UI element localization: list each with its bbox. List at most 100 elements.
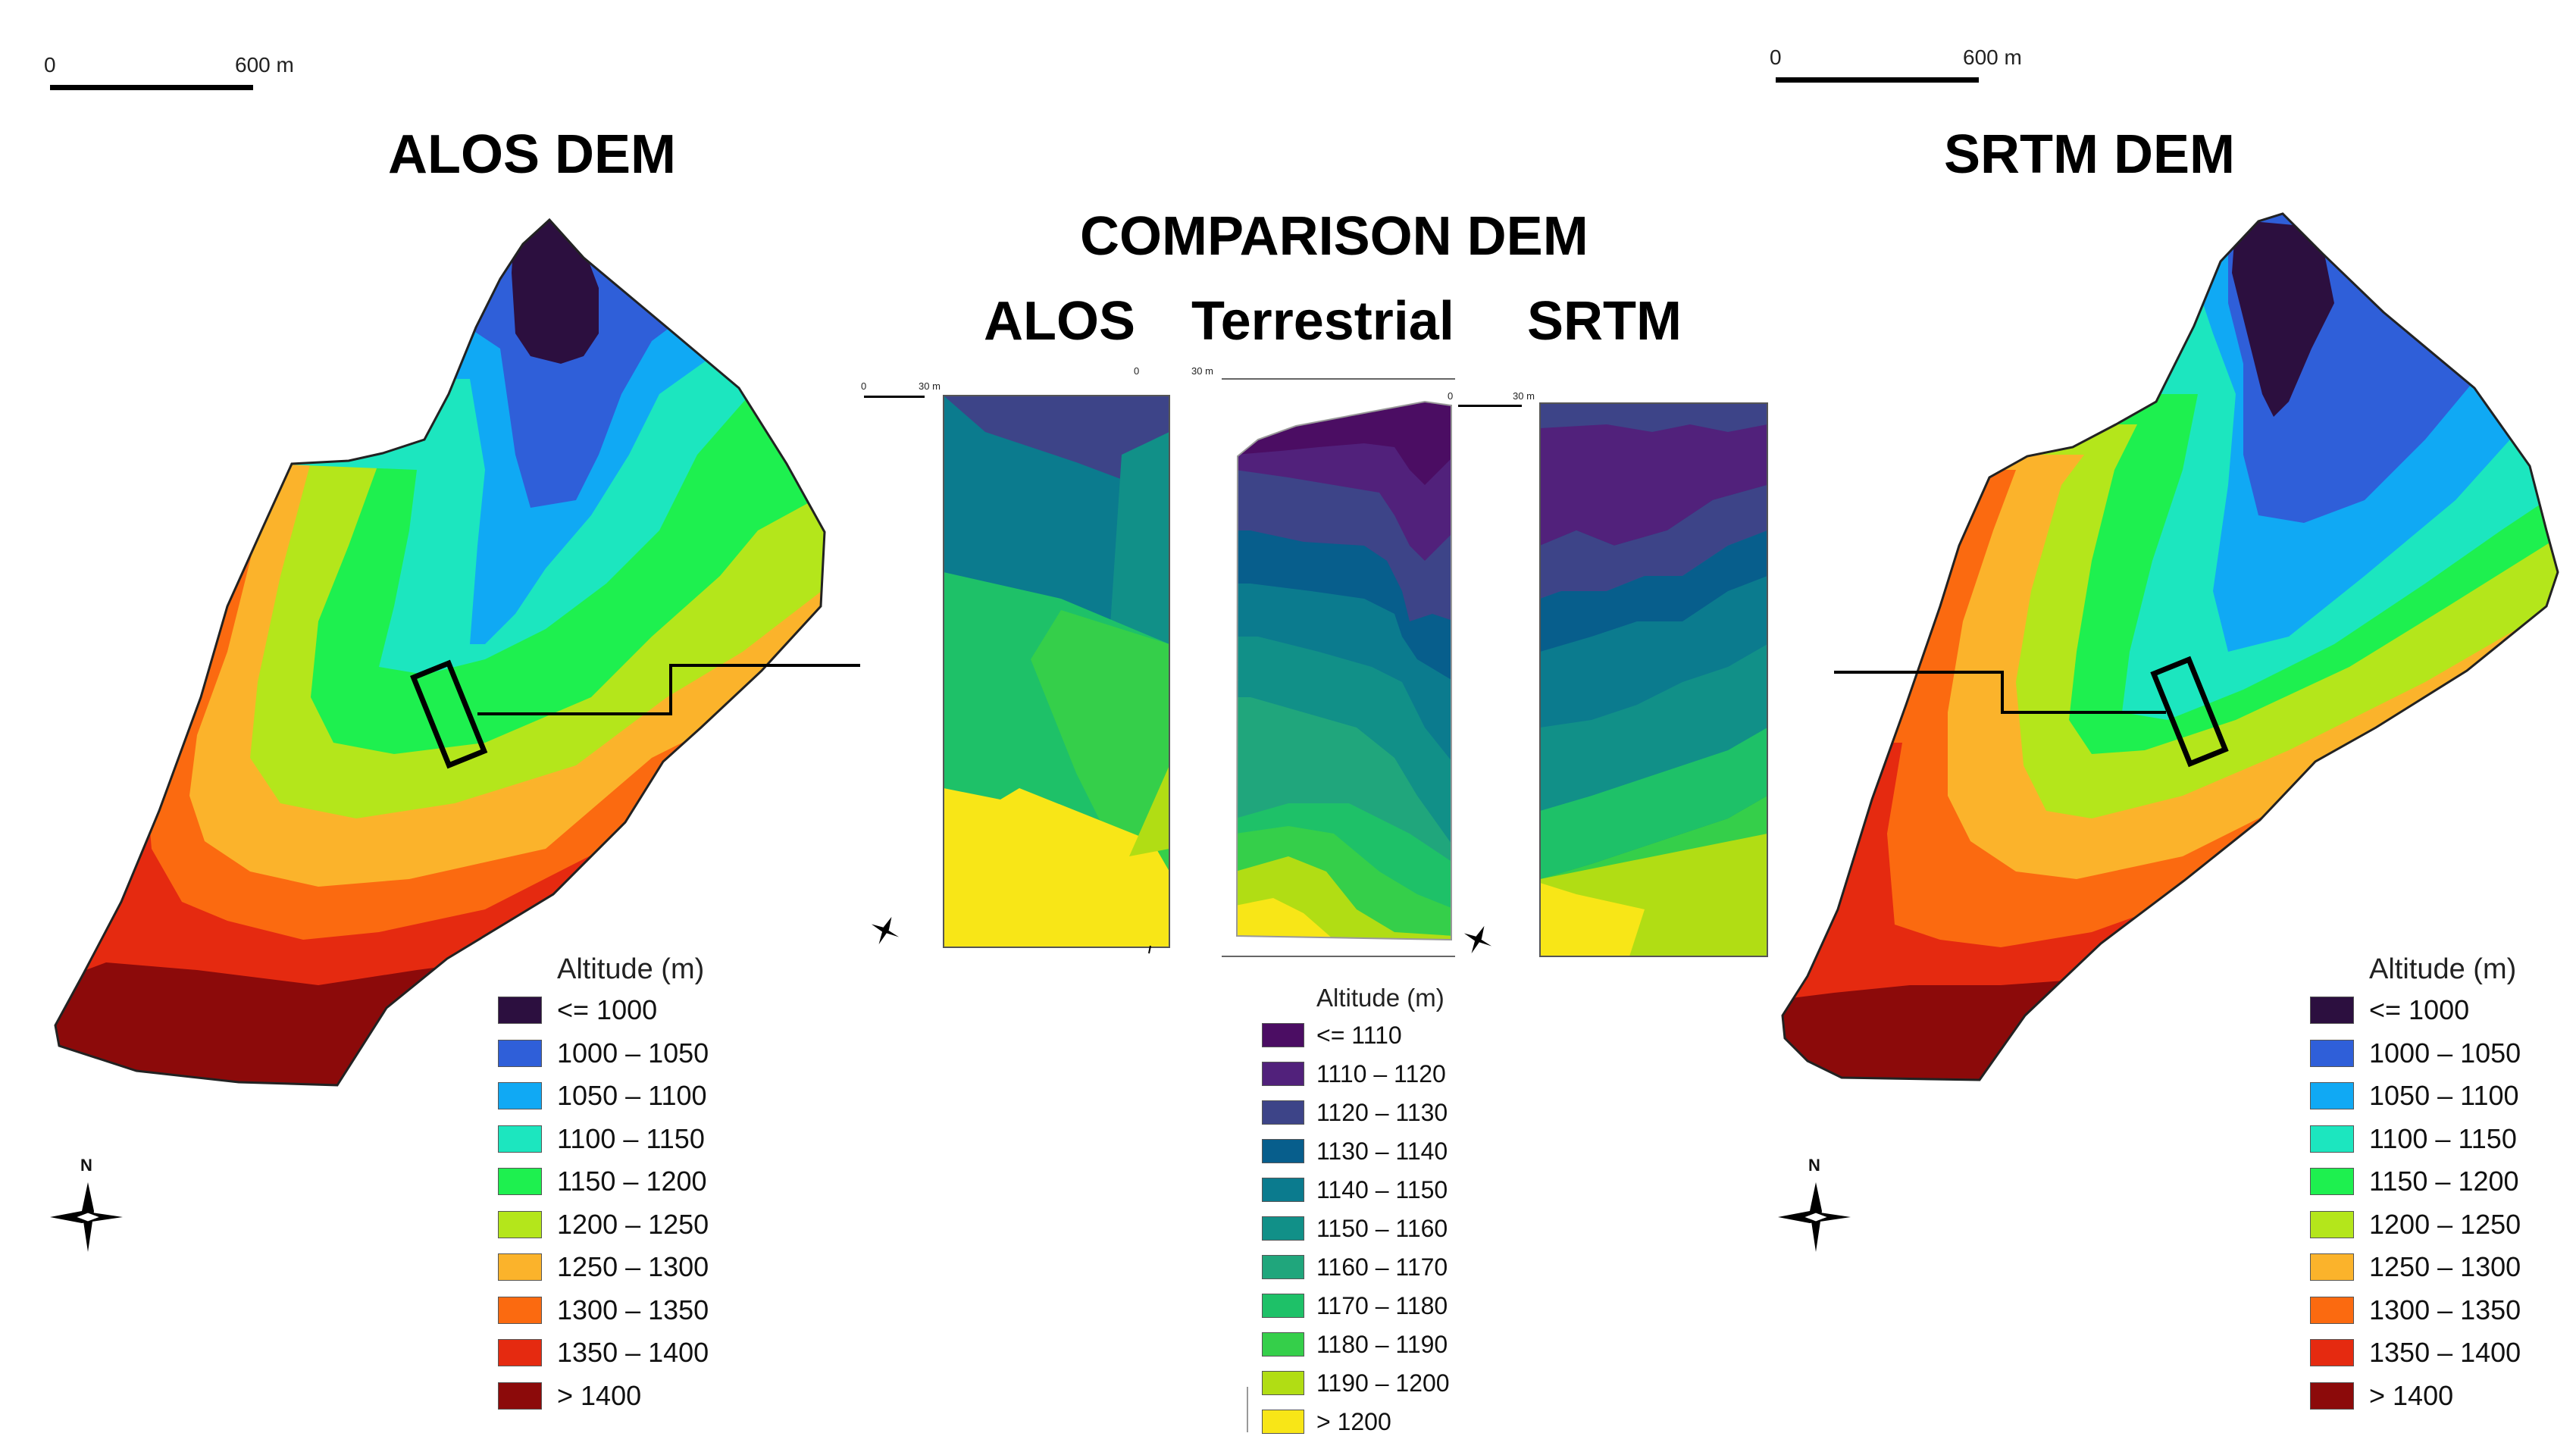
legend-srtm-label: 1150 – 1200 bbox=[2369, 1166, 2519, 1197]
legend-alos-swatch bbox=[498, 997, 542, 1024]
legend-comparison-swatch bbox=[1262, 1023, 1304, 1047]
scalebar-alos-panel-distance: 30 m bbox=[919, 380, 941, 392]
alos-connector-line bbox=[477, 664, 860, 715]
legend-srtm-title: Altitude (m) bbox=[2369, 953, 2517, 985]
legend-srtm-swatch bbox=[2310, 1296, 2354, 1324]
legend-alos-label: 1000 – 1050 bbox=[557, 1037, 709, 1069]
legend-comparison-label: 1170 – 1180 bbox=[1316, 1292, 1448, 1319]
legend-comparison-swatch bbox=[1262, 1332, 1304, 1357]
legend-srtm-label: > 1400 bbox=[2369, 1379, 2454, 1411]
legend-alos-swatch bbox=[498, 1210, 542, 1238]
legend-srtm-label: 1000 – 1050 bbox=[2369, 1037, 2521, 1069]
scalebar-left-distance: 600 m bbox=[235, 53, 294, 77]
legend-alos-swatch bbox=[498, 1296, 542, 1324]
alos-dem-boundary bbox=[54, 217, 826, 1087]
legend-srtm-swatch bbox=[2310, 997, 2354, 1024]
legend-comparison-swatch bbox=[1262, 1100, 1304, 1125]
legend-srtm-swatch bbox=[2310, 1039, 2354, 1067]
scalebar-right-distance: 600 m bbox=[1963, 45, 2022, 69]
legend-alos: Altitude (m) <= 1000 1000 – 1050 1050 – 11… bbox=[498, 955, 771, 1425]
legend-srtm-label: 1350 – 1400 bbox=[2369, 1337, 2521, 1368]
scalebar-right-zero: 0 bbox=[1770, 45, 1782, 69]
legend-srtm-swatch bbox=[2310, 1125, 2354, 1153]
comparison-srtm-subtitle: SRTM bbox=[1527, 291, 1682, 352]
legend-alos-label: 1250 – 1300 bbox=[557, 1251, 709, 1282]
legend-comparison-label: 1110 – 1120 bbox=[1316, 1060, 1446, 1087]
legend-alos-swatch bbox=[498, 1125, 542, 1153]
legend-alos-swatch bbox=[498, 1339, 542, 1366]
legend-alos-label: <= 1000 bbox=[557, 994, 658, 1025]
legend-comparison-swatch bbox=[1262, 1062, 1304, 1086]
legend-comparison-label: <= 1110 bbox=[1316, 1022, 1402, 1049]
legend-srtm-label: <= 1000 bbox=[2369, 994, 2470, 1025]
legend-alos-title: Altitude (m) bbox=[557, 953, 705, 985]
scalebar-alos-panel-right-zero: 0 bbox=[1134, 365, 1140, 377]
legend-srtm-swatch bbox=[2310, 1382, 2354, 1410]
legend-comparison-label: 1160 – 1170 bbox=[1316, 1253, 1448, 1281]
srtm-dem-study-box bbox=[2150, 656, 2229, 768]
comparison-alos-panel bbox=[943, 395, 1170, 948]
legend-alos-label: 1350 – 1400 bbox=[557, 1337, 709, 1368]
legend-srtm-swatch bbox=[2310, 1253, 2354, 1281]
comparison-dem-title: COMPARISON DEM bbox=[1080, 206, 1588, 267]
scalebar-left-zero: 0 bbox=[44, 53, 56, 77]
legend-alos-label: > 1400 bbox=[557, 1379, 642, 1411]
legend-alos-swatch bbox=[498, 1253, 542, 1281]
legend-comparison-label: 1150 – 1160 bbox=[1316, 1215, 1448, 1242]
scalebar-srtm-panel-bar bbox=[1458, 405, 1522, 407]
legend-alos-swatch bbox=[498, 1039, 542, 1067]
legend-srtm-label: 1100 – 1150 bbox=[2369, 1122, 2517, 1154]
legend-alos-label: 1200 – 1250 bbox=[557, 1208, 709, 1240]
north-label-right: N bbox=[1808, 1156, 1820, 1175]
legend-srtm-swatch bbox=[2310, 1168, 2354, 1195]
legend-alos-swatch bbox=[498, 1168, 542, 1195]
legend-alos-label: 1150 – 1200 bbox=[557, 1166, 707, 1197]
legend-alos-label: 1300 – 1350 bbox=[557, 1294, 709, 1325]
legend-srtm-swatch bbox=[2310, 1339, 2354, 1366]
scalebar-left-bar bbox=[50, 85, 253, 90]
legend-comparison-label: > 1200 bbox=[1316, 1408, 1391, 1435]
legend-alos-label: 1100 – 1150 bbox=[557, 1122, 705, 1154]
north-arrow-left bbox=[50, 1182, 123, 1252]
srtm-dem-title: SRTM DEM bbox=[1944, 124, 2235, 185]
legend-comparison-swatch bbox=[1262, 1294, 1304, 1318]
north-label-left: N bbox=[80, 1156, 92, 1175]
comparison-srtm-panel bbox=[1539, 402, 1768, 957]
legend-srtm: Altitude (m) <= 1000 1000 – 1050 1050 – 11… bbox=[2310, 955, 2576, 1425]
legend-comparison-label: 1190 – 1200 bbox=[1316, 1369, 1450, 1397]
legend-comparison-label: 1140 – 1150 bbox=[1316, 1176, 1448, 1203]
north-arrow-small-terrestrial bbox=[1463, 925, 1492, 954]
legend-srtm-label: 1050 – 1100 bbox=[2369, 1080, 2519, 1111]
scalebar-right-bar bbox=[1776, 77, 1979, 83]
legend-alos-label: 1050 – 1100 bbox=[557, 1080, 707, 1111]
legend-alos-swatch bbox=[498, 1382, 542, 1410]
scalebar-alos-panel-bar bbox=[864, 396, 925, 398]
comparison-alos-subtitle: ALOS bbox=[984, 291, 1136, 352]
legend-comparison-swatch bbox=[1262, 1216, 1304, 1241]
legend-comparison-swatch bbox=[1262, 1178, 1304, 1202]
srtm-connector-line bbox=[1834, 671, 2166, 714]
legend-comparison-swatch bbox=[1262, 1371, 1304, 1395]
alos-dem-title: ALOS DEM bbox=[388, 124, 677, 185]
comparison-terrestrial-panel bbox=[1237, 402, 1451, 940]
legend-srtm-label: 1250 – 1300 bbox=[2369, 1251, 2521, 1282]
alos-dem-study-box bbox=[410, 659, 488, 769]
scalebar-terrestrial-distance: 30 m bbox=[1191, 365, 1213, 377]
legend-comparison-swatch bbox=[1262, 1410, 1304, 1434]
legend-srtm-label: 1300 – 1350 bbox=[2369, 1294, 2521, 1325]
scalebar-alos-panel-zero: 0 bbox=[861, 380, 867, 392]
legend-srtm-swatch bbox=[2310, 1082, 2354, 1109]
srtm-dem-boundary bbox=[1781, 212, 2559, 1081]
legend-comparison-label: 1130 – 1140 bbox=[1316, 1138, 1448, 1165]
legend-comparison-title: Altitude (m) bbox=[1316, 984, 1445, 1012]
legend-comparison-label: 1120 – 1130 bbox=[1316, 1099, 1448, 1126]
comparison-terrestrial-subtitle: Terrestrial bbox=[1191, 291, 1454, 352]
legend-comparison: Altitude (m) <= 1110 1110 – 1120 1120 – 11… bbox=[1262, 985, 1512, 1440]
legend-srtm-swatch bbox=[2310, 1210, 2354, 1238]
legend-comparison-swatch bbox=[1262, 1139, 1304, 1163]
legend-comparison-swatch bbox=[1262, 1255, 1304, 1279]
scalebar-srtm-panel-distance: 30 m bbox=[1513, 390, 1535, 402]
north-arrow-right bbox=[1778, 1182, 1851, 1252]
